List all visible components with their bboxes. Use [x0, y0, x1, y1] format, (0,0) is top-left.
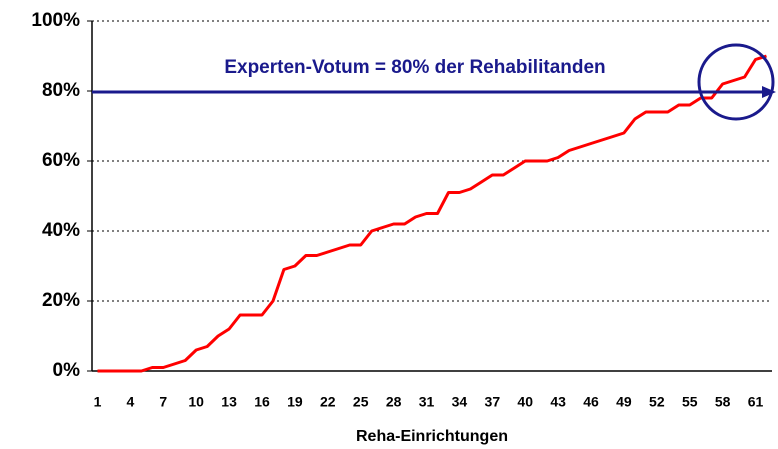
x-tick-label: 1 [94, 394, 102, 410]
x-tick-label: 13 [221, 394, 237, 410]
annotation: Experten-Votum = 80% der Rehabilitanden [224, 57, 605, 78]
reference-arrow-head [762, 86, 776, 98]
highlight-circle [697, 43, 775, 121]
x-tick-label: 10 [188, 394, 204, 410]
y-tick-label: 60% [42, 150, 80, 171]
x-tick-label: 49 [616, 394, 632, 410]
y-tick-label: 100% [31, 10, 80, 31]
x-tick-label: 22 [320, 394, 336, 410]
x-tick-label: 7 [159, 394, 167, 410]
x-tick-label: 52 [649, 394, 665, 410]
x-tick-label: 16 [254, 394, 270, 410]
x-tick-label: 25 [353, 394, 369, 410]
y-tick-label: 40% [42, 220, 80, 241]
y-tick-label: 80% [42, 80, 80, 101]
x-tick-label: 37 [485, 394, 501, 410]
x-tick-label: 34 [452, 394, 468, 410]
x-tick-label: 61 [748, 394, 764, 410]
x-tick-label: 19 [287, 394, 303, 410]
x-tick-label: 31 [419, 394, 435, 410]
y-tick-label: 20% [42, 290, 80, 311]
x-tick-label: 46 [583, 394, 599, 410]
x-tick-label: 58 [715, 394, 731, 410]
x-tick-label: 4 [126, 394, 134, 410]
x-tick-label: 55 [682, 394, 698, 410]
x-tick-label: 40 [517, 394, 533, 410]
y-tick-label: 0% [53, 360, 81, 381]
x-axis-label: Reha-Einrichtungen [356, 428, 508, 445]
x-tick-label: 43 [550, 394, 566, 410]
x-tick-label: 28 [386, 394, 402, 410]
data-line [97, 54, 767, 373]
